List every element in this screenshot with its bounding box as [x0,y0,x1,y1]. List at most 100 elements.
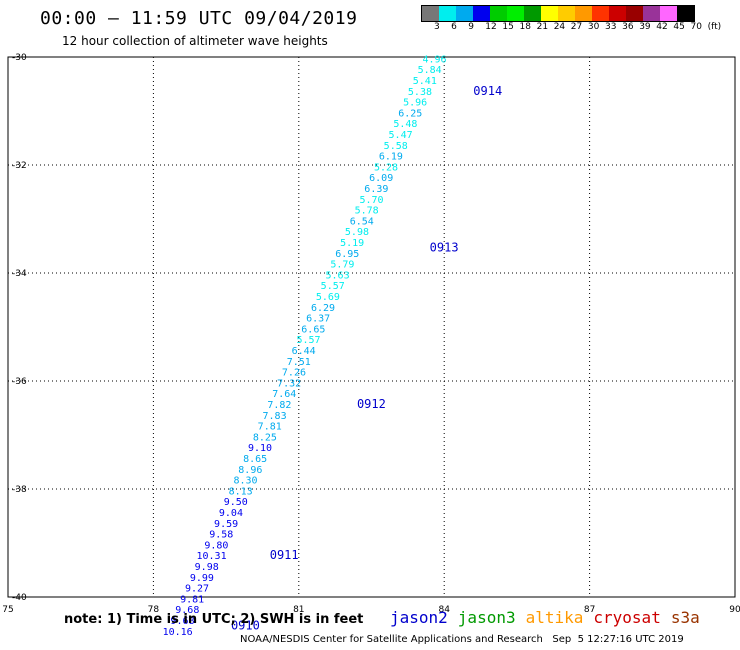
legend-label: (ft) [707,22,722,32]
legend-label: 27 [570,22,583,32]
x-tick-label: 81 [293,605,304,615]
legend-label: 70 [690,22,702,32]
satellite-name: s3a [670,608,700,627]
legend-label: 6 [451,22,457,32]
pass-time-label: 0911 [270,548,299,562]
wave-height-value: 8.96 [238,465,262,476]
wave-height-value: 8.30 [233,476,257,487]
wave-height-value: 9.59 [214,519,238,530]
plot-frame [7,56,736,598]
legend-label: 45 [673,22,685,32]
wave-height-value: 5.58 [384,141,408,152]
y-tick-label: -36 [12,377,27,387]
wave-height-value: 10.16 [163,627,193,638]
wave-height-value: 6.95 [335,249,359,260]
y-tick-label: -38 [12,485,27,495]
wave-height-value: 6.44 [292,346,316,357]
y-tick-label: -30 [12,53,27,63]
wave-height-value: 9.27 [185,584,209,595]
x-tick-label: 75 [2,605,13,615]
wave-height-value: 7.51 [287,357,311,368]
legend-label: 39 [639,22,651,32]
wave-height-value: 7.81 [258,422,282,433]
wave-height-value: 5.57 [296,335,320,346]
legend-swatch [456,6,473,21]
wave-height-value: 7.64 [272,389,296,400]
legend-swatch [439,6,456,21]
wave-height-value: 9.98 [195,562,219,573]
wave-height-value: 7.82 [267,400,291,411]
satellite-name: jason3 [457,608,516,627]
page-subtitle: 12 hour collection of altimeter wave hei… [62,34,328,48]
pass-time-label: 0912 [357,397,386,411]
wave-height-value: 6.19 [379,152,403,163]
legend-label: 9 [468,22,474,32]
legend-swatch [609,6,626,21]
wave-height-value: 9.80 [204,540,228,551]
legend-swatch [575,6,592,21]
legend-label: 36 [622,22,634,32]
wave-height-value: 5.84 [418,65,442,76]
legend-label: 18 [519,22,531,32]
footer-credit: NOAA/NESDIS Center for Satellite Applica… [240,634,684,645]
legend-swatch [558,6,575,21]
wave-height-value: 5.48 [393,119,417,130]
x-tick-label: 90 [729,605,740,615]
y-tick-label: -34 [12,269,27,279]
wave-height-value: 9.68 [175,605,199,616]
x-tick-label: 78 [148,605,160,615]
wave-height-value: 8.13 [229,486,253,497]
color-legend [421,5,695,22]
legend-label: 21 [536,22,549,32]
wave-height-value: 6.25 [398,108,422,119]
wave-height-value: 6.29 [311,303,335,314]
wave-height-value: 5.70 [359,195,383,206]
pass-time-label: 0913 [430,240,459,254]
x-tick-label: 87 [584,605,595,615]
wave-height-value: 6.54 [350,216,374,227]
wave-height-value: 5.96 [403,98,427,109]
wave-height-value: 5.28 [374,162,398,173]
wave-height-value: 5.78 [355,206,379,217]
wave-height-value: 5.69 [316,292,340,303]
legend-label: 42 [656,22,668,32]
y-tick-label: -40 [12,593,27,603]
wave-height-value: 9.68 [170,616,194,627]
wave-height-value: 5.57 [321,281,345,292]
wave-height-value: 6.65 [301,324,325,335]
legend-swatch [473,6,490,21]
legend-label: 24 [553,22,566,32]
legend-label: 33 [605,22,617,32]
wave-height-value: 9.58 [209,530,233,541]
legend-swatch [660,6,677,21]
wave-height-value: 5.47 [389,130,413,141]
wave-height-value: 10.31 [197,551,227,562]
wave-height-value: 7.26 [282,368,306,379]
wave-height-value: 5.98 [345,227,369,238]
legend-swatch [524,6,541,21]
wave-height-value: 5.38 [408,87,432,98]
legend-label: 12 [485,22,497,32]
satellite-legend: jason2 jason3 altika cryosat s3a [390,608,710,627]
wave-height-value: 8.25 [253,432,277,443]
legend-swatch [677,6,694,21]
legend-swatch [626,6,643,21]
pass-time-label: 0914 [473,84,502,98]
x-tick-label: 84 [438,605,450,615]
note-text: note: 1) Time is in UTC; 2) SWH is in fe… [64,612,364,627]
legend-label: 15 [502,22,514,32]
wave-height-value: 5.41 [413,76,437,87]
wave-height-value: 9.04 [219,508,243,519]
wave-height-value: 7.32 [277,378,301,389]
wave-height-value: 5.63 [326,270,350,281]
legend-label: 3 [434,22,440,32]
wave-height-value: 9.99 [190,573,214,584]
wave-height-value: 6.37 [306,314,330,325]
wave-height-value: 6.39 [364,184,388,195]
satellite-name: cryosat [593,608,661,627]
wave-height-value: 5.19 [340,238,364,249]
legend-swatch [490,6,507,21]
pass-time-label: 0910 [231,618,260,632]
wave-height-value: 5.79 [330,260,354,271]
